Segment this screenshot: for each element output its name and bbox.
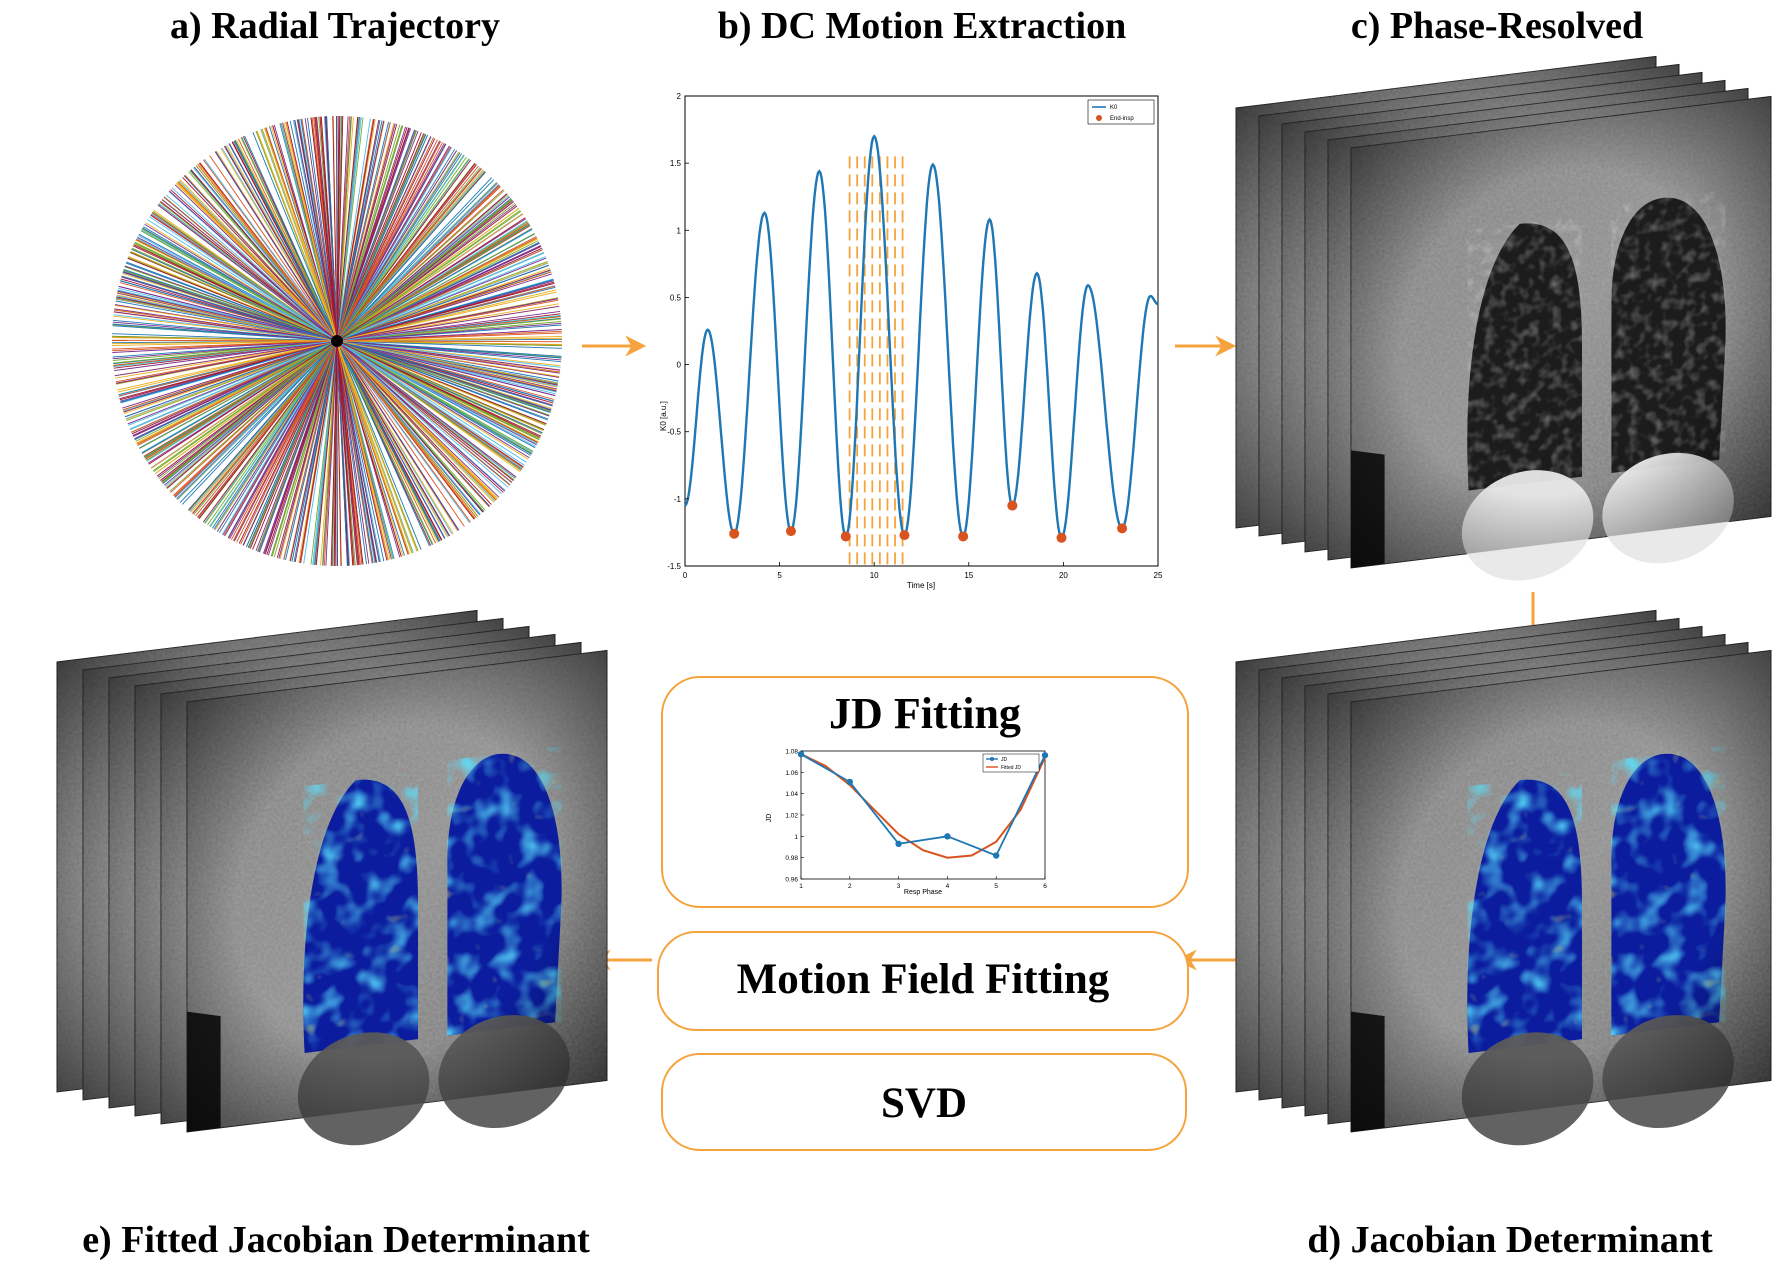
jd-chart-legend: JD Fitted JD: [982, 753, 1040, 773]
jd-fitting-chart: 1 2 3 4 5 6 0.96 0.98 1 1.02 1.04 1.06 1.08 JD Resp …: [766, 749, 1049, 896]
y-tick-label: 0: [677, 361, 682, 370]
jd-chart-ylabel: JD: [766, 814, 773, 823]
dc-legend-endinsp-swatch: [1096, 115, 1102, 121]
jacobian-determinant-stack: [1235, 609, 1772, 1146]
dc-legend-endinsp-label: End-insp: [1110, 116, 1134, 122]
jd-y-tick-label: 0.98: [785, 855, 798, 862]
motion-field-fitting-box: Motion Field Fitting: [657, 931, 1189, 1031]
jd-y-tick-label: 1.08: [785, 749, 798, 756]
jd-y-tick-label: 1.02: [785, 813, 798, 820]
jd-y-tick-label: 0.96: [785, 877, 798, 884]
k0-series-line: [684, 134, 1159, 540]
x-tick-label: 15: [964, 571, 973, 580]
mri-frame: [1350, 95, 1772, 581]
jd-legend-jd-marker: [990, 757, 994, 761]
x-tick-label: 25: [1154, 571, 1163, 580]
stack-slice: [1350, 649, 1772, 1146]
jd-legend-fitted-label: Fitted JD: [1001, 765, 1021, 771]
y-tick-label: 2: [677, 92, 682, 101]
jd-x-tick-label: 3: [897, 883, 901, 890]
y-tick-label: -1: [674, 495, 682, 504]
y-tick-label: -0.5: [667, 428, 681, 437]
end-insp-marker: [1007, 500, 1018, 511]
title-radial-trajectory: a) Radial Trajectory: [170, 5, 500, 47]
mri-frame: [1350, 649, 1772, 1146]
jd-x-tick-label: 5: [994, 883, 998, 890]
title-phase-resolved: c) Phase-Resolved: [1351, 5, 1643, 47]
x-tick-label: 0: [683, 571, 688, 580]
dc-chart-dashes: [848, 156, 904, 566]
y-tick-label: 1.5: [670, 159, 682, 168]
jd-line: [800, 753, 1046, 857]
y-tick-label: -1.5: [667, 562, 681, 571]
title-jacobian-determinant: d) Jacobian Determinant: [1307, 1219, 1713, 1261]
jd-x-tick-label: 4: [946, 883, 950, 890]
radial-trajectory-panel: [111, 115, 563, 567]
dc-chart-plot-area: [684, 95, 1159, 567]
mri-vignette: [1351, 650, 1771, 1132]
dc-chart-legend: K0 End-insp: [1087, 99, 1155, 125]
mri-frame: [186, 649, 608, 1146]
y-tick-label: 0.5: [670, 293, 682, 302]
jd-chart-xlabel: Resp Phase: [904, 889, 942, 896]
jd-markers: [797, 751, 1049, 859]
end-insp-marker: [1117, 523, 1128, 534]
end-insp-marker: [785, 526, 796, 537]
stack-slice: [1350, 95, 1772, 581]
end-insp-marker: [958, 531, 969, 542]
jd-y-tick-label: 1: [794, 834, 798, 841]
svd-label: SVD: [881, 1080, 967, 1127]
jd-marker: [797, 751, 805, 758]
jd-legend-jd-label: JD: [1001, 757, 1008, 763]
end-insp-marker: [729, 528, 740, 539]
motion-field-border: [657, 931, 1189, 1031]
svd-box: SVD: [661, 1053, 1187, 1151]
end-insp-marker: [1056, 532, 1067, 543]
end-insp-markers: [729, 500, 1128, 543]
jd-marker: [993, 852, 1000, 859]
dc-chart-ylabel: K0 [a.u.]: [659, 401, 668, 431]
mri-vignette: [187, 650, 607, 1132]
jd-x-tick-label: 2: [848, 883, 852, 890]
title-fitted-jacobian-determinant: e) Fitted Jacobian Determinant: [82, 1219, 590, 1261]
jd-marker: [846, 778, 853, 786]
dc-chart-xlabel: Time [s]: [907, 581, 935, 590]
jd-fitting-label: JD Fitting: [829, 689, 1021, 738]
jd-chart-axes: 1 2 3 4 5 6 0.96 0.98 1 1.02 1.04 1.06 1.08: [785, 749, 1047, 891]
jd-marker: [895, 840, 902, 847]
y-tick-label: 1: [677, 226, 682, 235]
jd-x-tick-label: 6: [1043, 883, 1047, 890]
x-tick-label: 10: [870, 571, 879, 580]
dc-motion-chart: 0 5 10 15 20 25-1.5-1-0.500.511.52 K0 [a.u.] …: [659, 92, 1163, 590]
jd-y-tick-label: 1.06: [785, 770, 798, 777]
fitted-jacobian-stack: [56, 609, 608, 1146]
jd-y-tick-label: 1.04: [785, 791, 798, 798]
motion-field-fitting-label: Motion Field Fitting: [737, 956, 1110, 1003]
phase-resolved-stack: [1235, 55, 1772, 581]
jd-marker: [944, 833, 951, 840]
dc-chart-axes: 0 5 10 15 20 25 -1.5 -1 -0.5 0 0.5 1 1.5 2: [667, 92, 1163, 580]
x-tick-label: 5: [777, 571, 782, 580]
x-tick-label: 20: [1059, 571, 1068, 580]
stack-slice: [186, 649, 608, 1146]
jd-fitting-box: JD Fitting 1 2 3 4 5 6 0.96 0.98 1 1.02 1.04 1.06 1.…: [661, 676, 1189, 908]
dc-legend-k0-label: K0: [1110, 105, 1118, 111]
jd-marker: [1041, 752, 1049, 759]
kspace-center-dot: [331, 335, 343, 347]
fitted-jd-line: [800, 753, 1046, 859]
svd-border: [661, 1053, 1187, 1151]
jd-x-tick-label: 1: [799, 883, 803, 890]
mri-vignette: [1351, 96, 1771, 568]
title-dc-motion-extraction: b) DC Motion Extraction: [718, 5, 1126, 47]
end-insp-marker: [840, 531, 851, 542]
end-insp-marker: [899, 530, 910, 541]
